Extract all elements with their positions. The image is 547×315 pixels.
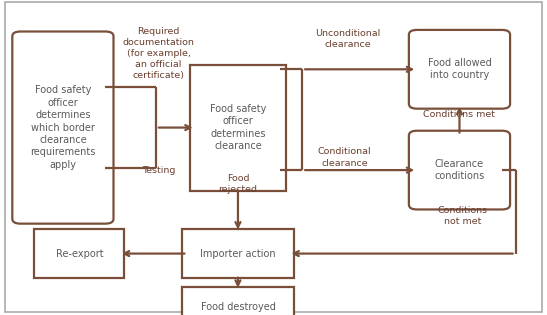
FancyBboxPatch shape <box>13 32 114 224</box>
Text: Food destroyed: Food destroyed <box>201 302 275 312</box>
FancyBboxPatch shape <box>34 229 124 278</box>
FancyBboxPatch shape <box>182 229 294 278</box>
Text: Required
documentation
(for example,
an official
certificate): Required documentation (for example, an … <box>123 27 195 80</box>
FancyBboxPatch shape <box>182 287 294 315</box>
FancyBboxPatch shape <box>409 131 510 209</box>
Text: Clearance
conditions: Clearance conditions <box>434 159 485 181</box>
Text: Food safety
officer
determines
clearance: Food safety officer determines clearance <box>210 104 266 151</box>
FancyBboxPatch shape <box>190 65 286 191</box>
Text: Food
rejected: Food rejected <box>218 174 258 194</box>
Text: Unconditional
clearance: Unconditional clearance <box>315 29 380 49</box>
Text: Re-export: Re-export <box>55 249 103 259</box>
Text: Conditions met: Conditions met <box>423 111 496 119</box>
Text: Conditions
not met: Conditions not met <box>437 206 487 226</box>
Text: Conditional
clearance: Conditional clearance <box>318 147 371 168</box>
Text: Food allowed
into country: Food allowed into country <box>428 58 491 81</box>
FancyBboxPatch shape <box>409 30 510 109</box>
Text: Testing: Testing <box>142 166 176 175</box>
Text: Food safety
officer
determines
which border
clearance
requirements
apply: Food safety officer determines which bor… <box>30 85 96 170</box>
Text: Importer action: Importer action <box>200 249 276 259</box>
